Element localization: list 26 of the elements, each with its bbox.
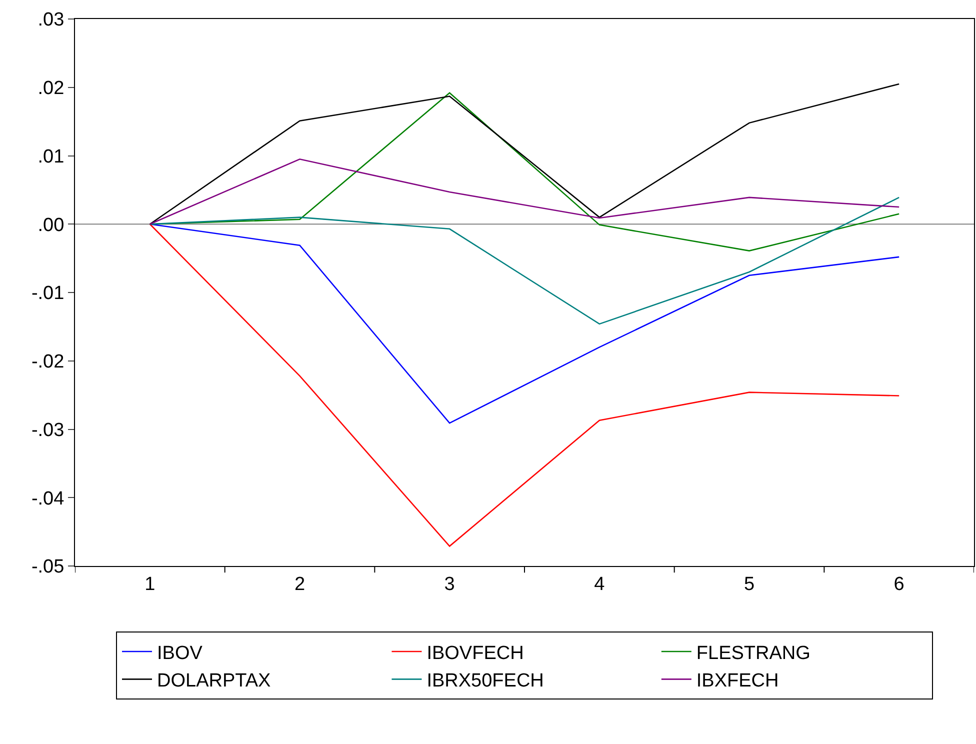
y-tick-label: .01 xyxy=(38,146,64,168)
line-series xyxy=(149,196,900,325)
x-tick-label: 3 xyxy=(444,574,455,595)
y-tick-label: -.03 xyxy=(31,420,64,441)
y-tick-label: -.02 xyxy=(31,352,64,373)
legend-label: IBRX50FECH xyxy=(426,670,544,692)
x-tick-label: 4 xyxy=(594,574,606,595)
y-tick-label: .03 xyxy=(38,10,64,31)
legend-label: IBOVFECH xyxy=(426,642,524,664)
y-tick-label: -.05 xyxy=(31,556,64,578)
y-tick-label: .02 xyxy=(38,78,64,100)
y-tick-label: -.01 xyxy=(31,283,64,304)
line-series xyxy=(149,223,900,547)
legend-label: FLESTRANG xyxy=(696,642,810,664)
y-tick-label: .00 xyxy=(38,214,64,236)
legend-label: IBOV xyxy=(157,642,203,664)
y-tick-label: -.04 xyxy=(31,488,65,510)
x-tick-label: 1 xyxy=(144,574,156,595)
line-series xyxy=(149,223,900,424)
x-tick-label: 6 xyxy=(894,574,904,595)
x-tick-label: 5 xyxy=(744,574,755,595)
line-series xyxy=(149,83,900,225)
legend-label: IBXFECH xyxy=(696,670,779,692)
x-tick-label: 2 xyxy=(294,574,306,595)
legend-label: DOLARPTAX xyxy=(157,670,271,692)
line-series xyxy=(149,158,900,225)
